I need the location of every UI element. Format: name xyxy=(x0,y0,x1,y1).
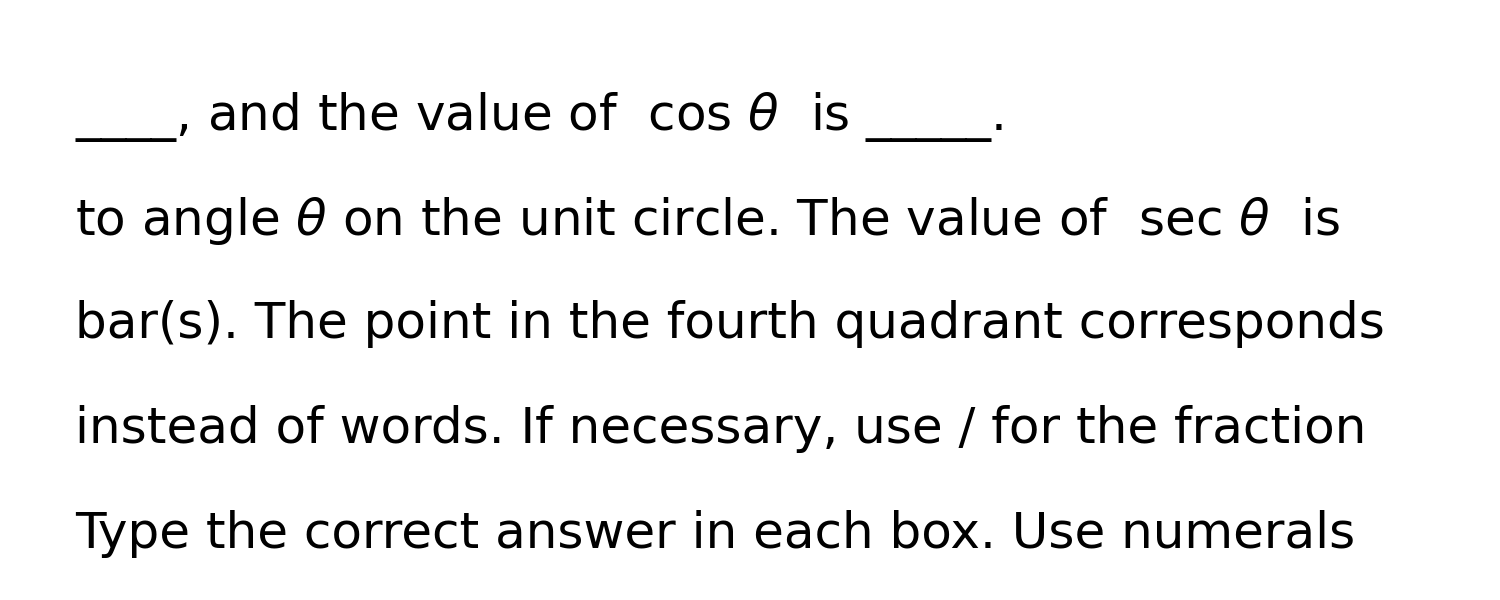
Text: instead of words. If necessary, use / for the fraction: instead of words. If necessary, use / fo… xyxy=(75,405,1366,453)
Text: to angle $\theta$ on the unit circle. The value of  sec $\theta$  is: to angle $\theta$ on the unit circle. Th… xyxy=(75,195,1341,247)
Text: Type the correct answer in each box. Use numerals: Type the correct answer in each box. Use… xyxy=(75,510,1356,558)
Text: bar(s). The point in the fourth quadrant corresponds: bar(s). The point in the fourth quadrant… xyxy=(75,300,1384,348)
Text: ____, and the value of  cos $\theta$  is _____.: ____, and the value of cos $\theta$ is _… xyxy=(75,90,1004,144)
